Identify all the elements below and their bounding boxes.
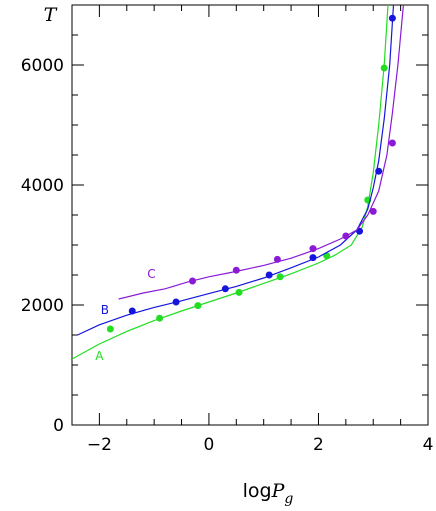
y-tick-label: 6000 — [21, 56, 64, 76]
data-point-A — [235, 288, 243, 296]
data-point-A — [106, 325, 114, 333]
data-point-A — [276, 273, 284, 281]
data-point-C — [309, 245, 317, 253]
x-tick-label: 4 — [423, 435, 434, 455]
plot-frame — [71, 4, 429, 426]
series-line-B — [77, 5, 395, 336]
data-point-C — [232, 266, 240, 274]
data-point-B — [388, 14, 396, 22]
data-point-C — [369, 207, 377, 215]
data-point-A — [380, 64, 388, 72]
tick-labels: −2 0 2 4 0 2000 4000 6000 — [21, 56, 434, 455]
data-point-C — [388, 139, 396, 147]
data-point-B — [172, 298, 180, 306]
x-axis-label-sub: g — [284, 491, 293, 507]
series-layer — [72, 5, 404, 360]
series-label-C: C — [147, 267, 155, 281]
x-axis-label-var: P — [271, 480, 286, 502]
series-line-A — [72, 5, 389, 360]
series-line-C — [118, 5, 404, 300]
ticks — [71, 4, 429, 426]
x-axis-label: logPg — [243, 480, 294, 507]
x-tick-label: 0 — [204, 435, 215, 455]
x-tick-label: −2 — [87, 435, 112, 455]
series-labels: A B C — [95, 267, 155, 363]
y-tick-label: 4000 — [21, 176, 64, 196]
y-axis-label: T — [44, 4, 58, 26]
plot-border — [71, 4, 429, 426]
y-tick-label: 2000 — [21, 296, 64, 316]
data-point-A — [156, 314, 164, 322]
data-point-C — [273, 255, 281, 263]
data-point-A — [194, 302, 202, 310]
series-label-A: A — [95, 349, 104, 363]
series-label-B: B — [101, 303, 109, 317]
data-point-B — [309, 254, 317, 262]
data-point-C — [342, 232, 350, 240]
x-tick-label: 2 — [313, 435, 324, 455]
data-point-B — [265, 271, 273, 279]
data-point-B — [221, 285, 229, 293]
data-point-B — [375, 167, 383, 175]
data-point-C — [188, 277, 196, 285]
data-point-B — [128, 307, 136, 315]
x-axis-label-base: log — [243, 480, 272, 502]
y-tick-label: 0 — [53, 416, 64, 436]
